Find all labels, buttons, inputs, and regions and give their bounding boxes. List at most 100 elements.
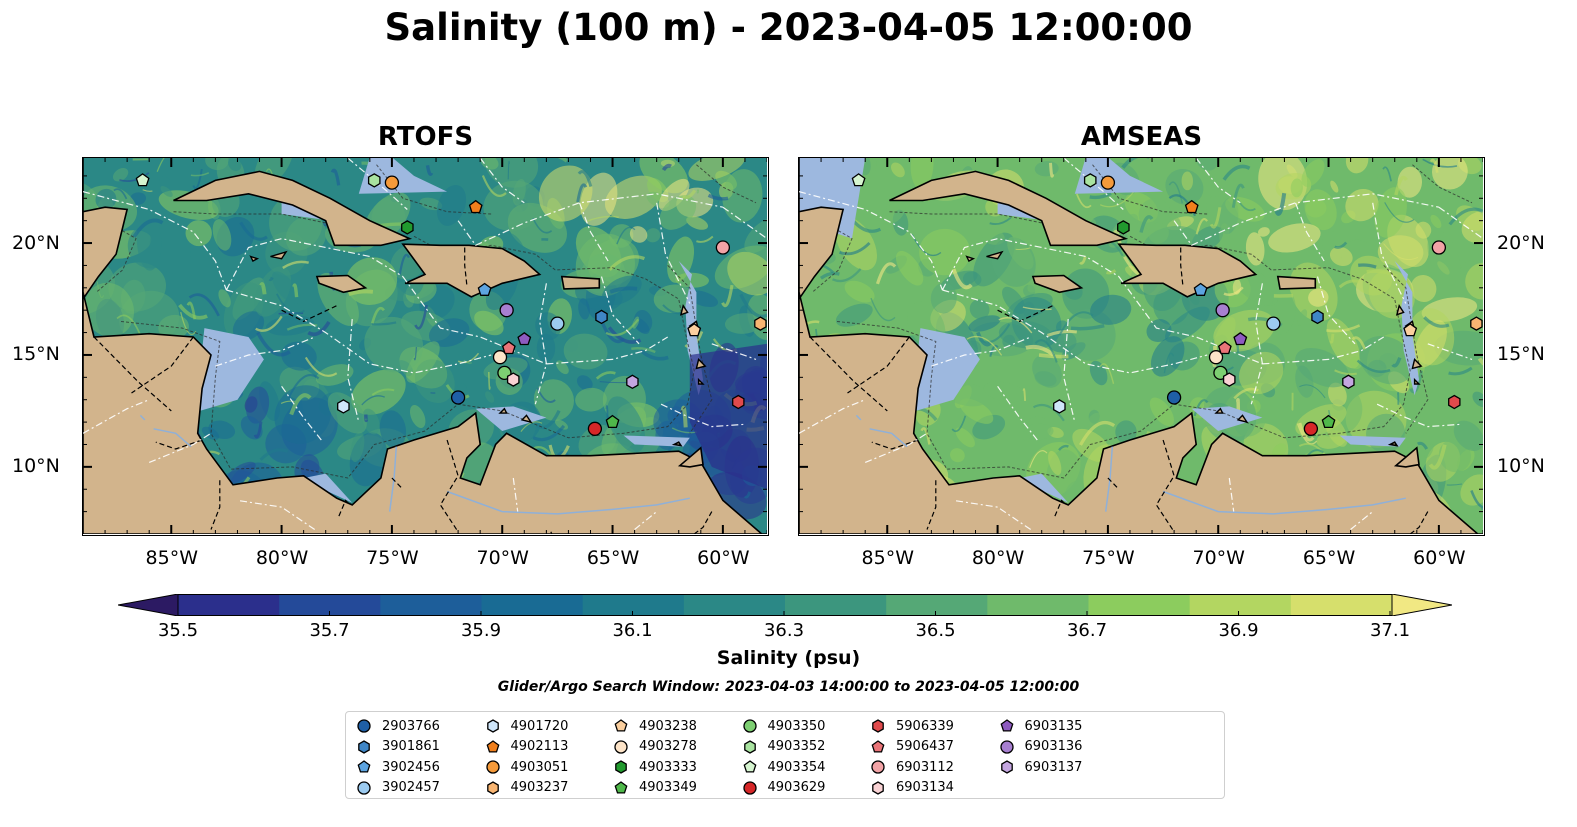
legend: 2903766 3901861 3902456 3902457 4901720 49021… — [345, 711, 1225, 799]
float-marker-4903349[interactable] — [605, 414, 620, 429]
legend-item-6903135: 6903135 — [999, 716, 1082, 736]
legend-marker-hexagon-icon — [872, 780, 884, 795]
legend-item-6903112: 6903112 — [870, 757, 954, 777]
float-marker-6903136[interactable] — [1215, 303, 1230, 318]
float-marker-4903238[interactable] — [687, 322, 702, 337]
map-panel-rtofs[interactable] — [82, 157, 769, 536]
legend-item-3902456: 3902456 — [356, 757, 440, 777]
legend-item-6903137: 6903137 — [999, 757, 1082, 777]
colorbar-segment — [785, 594, 887, 616]
float-marker-3901861[interactable] — [595, 309, 608, 325]
legend-label: 3902456 — [382, 759, 440, 775]
float-marker-6903136[interactable] — [499, 303, 514, 318]
float-marker-6903134[interactable] — [506, 372, 520, 387]
legend-item-4903278: 4903278 — [613, 737, 697, 757]
float-marker-3901861[interactable] — [1311, 309, 1324, 325]
legend-marker-circle-icon — [357, 719, 371, 733]
colorbar-tick-label: 35.9 — [460, 620, 502, 641]
float-marker-4903354[interactable] — [135, 173, 150, 187]
float-marker-4901720[interactable] — [337, 399, 350, 414]
legend-marker-pentagon-icon — [486, 739, 499, 753]
panel-title-amseas: AMSEAS — [1080, 122, 1203, 152]
colorbar-extend-low — [117, 593, 179, 617]
legend-label: 4901720 — [510, 718, 569, 734]
float-marker-6903137[interactable] — [626, 374, 639, 390]
legend-item-4903352: 4903352 — [742, 737, 825, 757]
lat-tick-label-right: 15°N — [1497, 343, 1545, 366]
float-marker-4903237[interactable] — [1470, 316, 1483, 331]
lon-tick-label: 80°W — [971, 547, 1025, 569]
colorbar-segment — [683, 594, 786, 616]
float-marker-4903238[interactable] — [1403, 322, 1418, 337]
colorbar-extend-high — [1391, 593, 1453, 617]
float-marker-3902457[interactable] — [550, 316, 565, 331]
map-panel-amseas[interactable] — [798, 157, 1485, 536]
map-rtofs — [83, 158, 767, 534]
float-marker-2903766[interactable] — [1166, 390, 1182, 405]
float-marker-6903112[interactable] — [715, 240, 731, 255]
float-marker-2903766[interactable] — [450, 390, 466, 405]
lon-tick-label: 75°W — [366, 547, 419, 569]
colorbar-segment — [1189, 594, 1292, 616]
colorbar-tick-label: 35.7 — [309, 620, 350, 641]
float-marker-4903278[interactable] — [1208, 350, 1224, 365]
colorbar-tick-label: 36.1 — [612, 620, 653, 641]
lon-tick-label: 60°W — [1413, 547, 1466, 569]
legend-label: 4903333 — [639, 759, 697, 775]
lon-tick-label: 65°W — [1302, 547, 1356, 569]
legend-marker-hexagon-icon — [1000, 760, 1013, 774]
legend-label: 2903766 — [382, 718, 440, 734]
float-marker-6903112[interactable] — [1431, 240, 1447, 255]
colorbar-tick-label: 36.5 — [915, 620, 956, 641]
float-marker-6903134[interactable] — [1222, 372, 1236, 387]
float-marker-4903629[interactable] — [587, 421, 603, 436]
legend-marker-circle-icon — [999, 739, 1014, 754]
colorbar-tick-label: 36.9 — [1218, 620, 1259, 641]
colorbar-tick-label: 36.7 — [1066, 620, 1108, 641]
legend-item-4903051: 4903051 — [485, 757, 568, 777]
lon-tick-label: 60°W — [697, 547, 750, 569]
legend-label: 3901861 — [382, 739, 440, 754]
float-marker-6903135[interactable] — [1233, 331, 1248, 346]
float-marker-4903354[interactable] — [851, 173, 866, 187]
float-marker-6903137[interactable] — [1342, 374, 1355, 390]
legend-item-4903333: 4903333 — [613, 757, 697, 777]
colorbar-segment — [886, 594, 988, 616]
float-marker-3902456[interactable] — [1193, 282, 1208, 296]
float-marker-4903349[interactable] — [1321, 414, 1336, 429]
float-marker-4903333[interactable] — [401, 220, 414, 235]
legend-label: 4903238 — [639, 718, 697, 734]
legend-marker-pentagon-icon — [1000, 719, 1013, 732]
legend-marker-pentagon-icon — [614, 719, 628, 732]
float-marker-4903352[interactable] — [367, 173, 381, 188]
float-marker-4903333[interactable] — [1117, 220, 1130, 235]
float-marker-4903352[interactable] — [1083, 173, 1097, 188]
legend-label: 6903134 — [896, 780, 954, 795]
colorbar-segment — [987, 594, 1090, 616]
legend-label: 3902457 — [382, 780, 440, 795]
float-marker-3902457[interactable] — [1266, 316, 1281, 331]
legend-item-6903134: 6903134 — [870, 778, 954, 798]
float-marker-4903237[interactable] — [754, 316, 767, 331]
float-marker-4902113[interactable] — [468, 199, 483, 214]
float-marker-4903051[interactable] — [384, 175, 400, 190]
legend-label: 5906437 — [896, 739, 954, 754]
float-marker-4903629[interactable] — [1303, 421, 1319, 436]
float-marker-5906437[interactable] — [501, 340, 516, 355]
colorbar-label: Salinity (psu) — [716, 647, 861, 669]
float-marker-5906339[interactable] — [732, 394, 745, 410]
float-marker-3902456[interactable] — [477, 282, 492, 296]
float-marker-4901720[interactable] — [1053, 399, 1066, 414]
legend-item-4901720: 4901720 — [485, 716, 569, 736]
float-marker-4903278[interactable] — [492, 350, 508, 365]
legend-marker-hexagon-icon — [872, 719, 884, 733]
legend-marker-pentagon-icon — [871, 739, 885, 753]
float-marker-6903135[interactable] — [517, 331, 532, 346]
lon-tick-label: 70°W — [476, 547, 529, 569]
colorbar-tick-label: 36.3 — [763, 620, 805, 641]
float-marker-4903051[interactable] — [1100, 175, 1116, 190]
float-marker-4902113[interactable] — [1184, 199, 1199, 214]
legend-marker-circle-icon — [485, 760, 500, 774]
float-marker-5906339[interactable] — [1448, 394, 1461, 410]
float-marker-5906437[interactable] — [1217, 340, 1232, 355]
